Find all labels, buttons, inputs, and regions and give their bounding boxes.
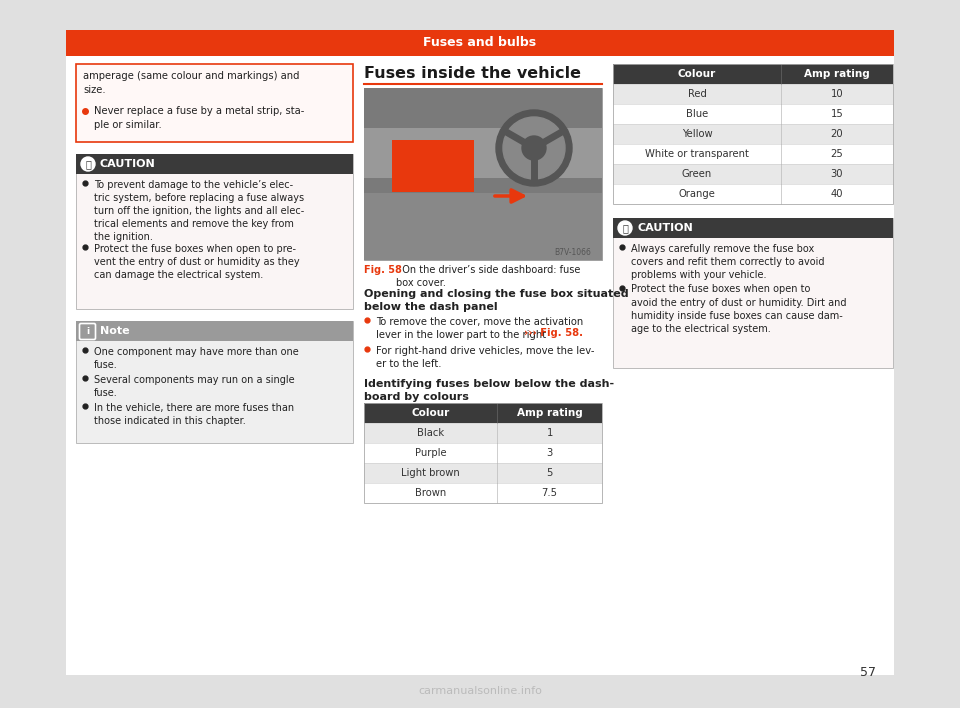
Text: 57: 57 [860, 666, 876, 679]
Text: Amp rating: Amp rating [804, 69, 870, 79]
FancyBboxPatch shape [613, 164, 893, 184]
Text: Yellow: Yellow [682, 129, 712, 139]
Text: 15: 15 [830, 109, 844, 119]
FancyBboxPatch shape [364, 88, 602, 260]
FancyBboxPatch shape [76, 321, 353, 341]
FancyBboxPatch shape [66, 30, 894, 56]
FancyBboxPatch shape [613, 104, 893, 124]
FancyBboxPatch shape [613, 84, 893, 104]
Text: 3: 3 [546, 448, 553, 458]
Circle shape [503, 117, 565, 179]
Text: Identifying fuses below below the dash-
board by colours: Identifying fuses below below the dash- … [364, 379, 614, 402]
Text: B7V-1066: B7V-1066 [554, 248, 590, 257]
Text: 7.5: 7.5 [541, 488, 558, 498]
Circle shape [618, 221, 632, 235]
Text: carmanualsonline.info: carmanualsonline.info [418, 686, 542, 696]
Text: CAUTION: CAUTION [637, 223, 693, 233]
Text: ››› Fig. 58.: ››› Fig. 58. [524, 329, 583, 338]
Text: Colour: Colour [412, 408, 450, 418]
Text: Blue: Blue [685, 109, 708, 119]
Text: Note: Note [100, 326, 130, 336]
Text: amperage (same colour and markings) and
size.: amperage (same colour and markings) and … [83, 71, 300, 95]
Text: Red: Red [687, 89, 707, 99]
Circle shape [81, 157, 95, 171]
FancyBboxPatch shape [613, 218, 893, 238]
FancyBboxPatch shape [364, 463, 602, 483]
Text: 5: 5 [546, 468, 553, 478]
Text: Always carefully remove the fuse box
covers and refit them correctly to avoid
pr: Always carefully remove the fuse box cov… [631, 244, 825, 280]
FancyBboxPatch shape [364, 443, 602, 463]
Text: One component may have more than one
fuse.: One component may have more than one fus… [94, 347, 299, 370]
Text: Opening and closing the fuse box situated
below the dash panel: Opening and closing the fuse box situate… [364, 289, 629, 312]
FancyBboxPatch shape [76, 64, 353, 142]
FancyBboxPatch shape [613, 124, 893, 144]
Text: Never replace a fuse by a metal strip, sta-
ple or similar.: Never replace a fuse by a metal strip, s… [94, 106, 304, 130]
Circle shape [496, 110, 572, 186]
Circle shape [522, 136, 546, 160]
Text: Light brown: Light brown [401, 468, 460, 478]
Text: ⓘ: ⓘ [622, 223, 628, 233]
Text: To prevent damage to the vehicle’s elec-
tric system, before replacing a fuse al: To prevent damage to the vehicle’s elec-… [94, 180, 304, 242]
Text: CAUTION: CAUTION [100, 159, 156, 169]
Text: 25: 25 [830, 149, 844, 159]
Text: ⓘ: ⓘ [85, 159, 91, 169]
FancyBboxPatch shape [66, 30, 894, 675]
Text: For right-hand drive vehicles, move the lev-
er to the left.: For right-hand drive vehicles, move the … [376, 346, 594, 369]
FancyBboxPatch shape [364, 423, 602, 443]
Text: 20: 20 [830, 129, 843, 139]
FancyBboxPatch shape [613, 184, 893, 204]
Text: 30: 30 [830, 169, 843, 179]
Text: Green: Green [682, 169, 712, 179]
Text: 1: 1 [546, 428, 553, 438]
FancyBboxPatch shape [364, 403, 602, 423]
Text: Black: Black [417, 428, 444, 438]
Text: White or transparent: White or transparent [645, 149, 749, 159]
FancyBboxPatch shape [76, 154, 353, 309]
FancyBboxPatch shape [613, 64, 893, 84]
Text: Fig. 58: Fig. 58 [364, 265, 402, 275]
FancyBboxPatch shape [76, 321, 353, 443]
Text: Several components may run on a single
fuse.: Several components may run on a single f… [94, 375, 295, 398]
Text: Colour: Colour [678, 69, 716, 79]
Text: Fuses inside the vehicle: Fuses inside the vehicle [364, 66, 581, 81]
FancyBboxPatch shape [364, 178, 602, 193]
Text: Purple: Purple [415, 448, 446, 458]
Text: 40: 40 [830, 189, 843, 199]
Text: Protect the fuse boxes when open to pre-
vent the entry of dust or humidity as t: Protect the fuse boxes when open to pre-… [94, 244, 300, 280]
FancyBboxPatch shape [392, 140, 474, 192]
Text: Amp rating: Amp rating [516, 408, 583, 418]
FancyBboxPatch shape [364, 188, 602, 260]
Text: To remove the cover, move the activation
lever in the lower part to the right: To remove the cover, move the activation… [376, 317, 584, 340]
Text: 10: 10 [830, 89, 843, 99]
Text: On the driver’s side dashboard: fuse
box cover.: On the driver’s side dashboard: fuse box… [396, 265, 581, 288]
FancyBboxPatch shape [364, 483, 602, 503]
Text: Orange: Orange [679, 189, 715, 199]
FancyBboxPatch shape [364, 88, 602, 128]
Text: In the vehicle, there are more fuses than
those indicated in this chapter.: In the vehicle, there are more fuses tha… [94, 403, 294, 426]
FancyBboxPatch shape [364, 88, 602, 260]
Text: Fuses and bulbs: Fuses and bulbs [423, 37, 537, 50]
Text: Brown: Brown [415, 488, 446, 498]
Text: Protect the fuse boxes when open to
avoid the entry of dust or humidity. Dirt an: Protect the fuse boxes when open to avoi… [631, 285, 847, 333]
Text: i: i [86, 326, 89, 336]
FancyBboxPatch shape [76, 154, 353, 174]
FancyBboxPatch shape [613, 144, 893, 164]
FancyBboxPatch shape [613, 218, 893, 368]
